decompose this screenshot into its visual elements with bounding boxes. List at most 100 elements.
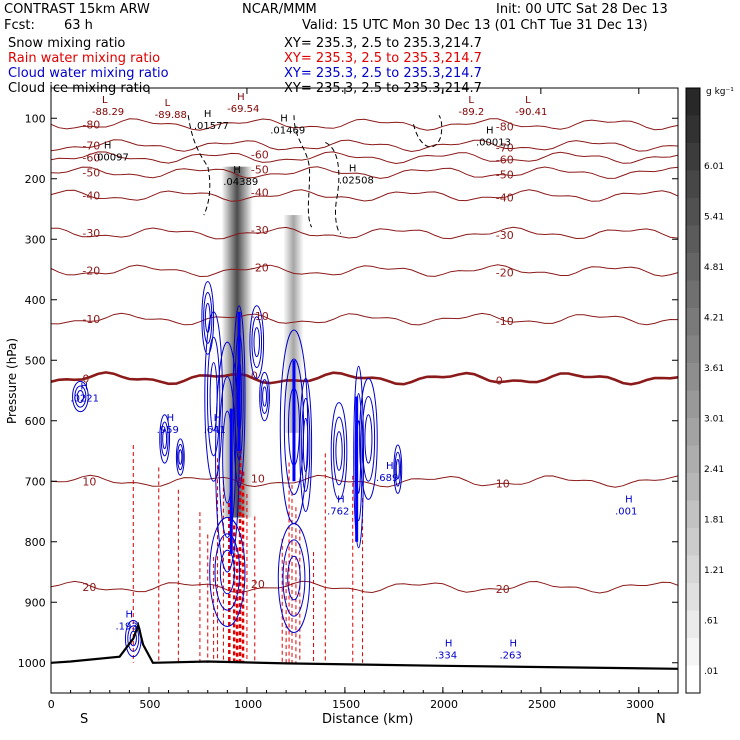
cloud-water-contour <box>209 517 246 627</box>
colorbar-unit: g kg⁻¹ <box>706 87 734 97</box>
colorbar-label: 2.41 <box>704 465 724 475</box>
extremum-marker: H <box>486 125 494 136</box>
cloud-water-contour <box>204 311 223 482</box>
colorbar-swatch <box>686 610 700 639</box>
colorbar-swatch <box>686 280 700 309</box>
extremum-value: .689 <box>376 473 398 484</box>
isotherm-label: -80 <box>496 120 514 133</box>
x-tick-label: 0 <box>48 698 55 711</box>
colorbar-swatch <box>686 500 700 529</box>
field-xy-rain: XY= 235.3, 2.5 to 235.3,214.7 <box>284 51 482 66</box>
extremum-marker: H <box>509 638 517 649</box>
colorbar-swatch <box>686 528 700 556</box>
cloud-water-contour <box>299 377 313 513</box>
isotherm-label: -10 <box>496 315 514 328</box>
colorbar-label: 4.21 <box>704 314 724 324</box>
extremum-value: .0221 <box>70 393 99 404</box>
extremum-marker: H <box>80 381 88 392</box>
cloud-water-contour <box>393 444 403 494</box>
extremum-marker: H <box>280 113 288 124</box>
field-name-cloud-water: Cloud water mixing ratio <box>8 66 169 81</box>
extremum-value: .00013 <box>476 137 511 148</box>
isotherm-label: -30 <box>82 227 100 240</box>
cloud-water-contour <box>364 414 373 464</box>
colorbar-swatch <box>686 555 700 584</box>
cloud-water-contour <box>394 451 402 487</box>
y-tick-label: 300 <box>25 233 46 246</box>
cloud-water-contour <box>219 549 235 595</box>
cloud-water-contour <box>206 336 221 457</box>
extremum-marker: L <box>525 95 531 106</box>
extremum-value: .762 <box>327 506 349 517</box>
forecast-label: Fcst: <box>4 18 35 33</box>
colorbar-swatch <box>686 390 700 419</box>
cloud-water-contour <box>215 341 240 573</box>
cloud-water-contour <box>159 414 171 464</box>
colorbar-swatch <box>686 363 700 391</box>
extremum-value: .04389 <box>223 177 258 188</box>
colorbar-label: 1.81 <box>704 516 724 526</box>
x-tick-label: 1500 <box>332 698 360 711</box>
field-xy-cloud-ice: XY= 235.3, 2.5 to 235.3,214.7 <box>284 81 482 96</box>
isotherm-label: 10 <box>82 475 96 488</box>
colorbar-swatch <box>686 638 700 666</box>
colorbar-label: 1.21 <box>704 566 724 576</box>
isotherm-label: -10 <box>251 310 269 323</box>
y-tick-label: 500 <box>25 354 46 367</box>
isotherm-label: 0 <box>82 372 89 385</box>
colorbar-label: .61 <box>704 617 718 627</box>
y-axis-label: Pressure (hPa) <box>5 337 19 425</box>
colorbar-label: 3.61 <box>704 364 724 374</box>
y-tick-label: 600 <box>25 415 46 428</box>
isotherm-line <box>50 312 679 326</box>
cloud-water-contour <box>277 523 311 633</box>
cloud-water-contour <box>335 431 343 471</box>
isotherm-label: -20 <box>496 267 514 280</box>
north-label: N <box>656 712 666 727</box>
shaded-column <box>283 215 304 433</box>
cloud-water-contour <box>203 291 213 344</box>
cloud-ice-contour <box>293 115 313 228</box>
colorbar-swatch <box>686 88 700 116</box>
extremum-marker: H <box>233 165 241 176</box>
y-tick-label: 900 <box>25 596 46 609</box>
extremum-marker: L <box>102 95 108 106</box>
colorbar-swatch <box>686 198 700 226</box>
cloud-water-contour <box>395 458 400 480</box>
field-name-rain: Rain water mixing ratio <box>8 51 161 66</box>
cloud-water-contour <box>260 379 269 414</box>
extremum-value: .959 <box>157 425 179 436</box>
extremum-marker: H <box>237 92 245 103</box>
extremum-value: .01469 <box>270 125 305 136</box>
isotherm-label: -10 <box>82 313 100 326</box>
isotherm-label: 20 <box>496 583 510 596</box>
isotherm-label: -30 <box>496 229 514 242</box>
cloud-water-contour <box>282 539 306 617</box>
colorbar-swatch <box>686 445 700 474</box>
cloud-water-contour <box>253 327 260 358</box>
isotherm-line <box>50 118 679 131</box>
org-label: NCAR/MMM <box>242 2 317 17</box>
cloud-water-contour <box>333 416 346 486</box>
extremum-value: .01577 <box>194 121 229 132</box>
cloud-water-contour <box>129 630 137 647</box>
field-xy-snow: XY= 235.3, 2.5 to 235.3,214.7 <box>284 36 482 51</box>
isotherm-line <box>50 226 679 240</box>
isotherm-label: 0 <box>496 374 503 387</box>
isotherm-label: -60 <box>82 152 100 165</box>
colorbar-label: 3.01 <box>704 415 724 425</box>
isotherm-label: 10 <box>496 477 510 490</box>
cloud-water-contour <box>177 443 184 471</box>
cloud-water-contour <box>72 380 89 413</box>
extremum-value: .641 <box>204 425 226 436</box>
colorbar-swatch <box>686 115 700 144</box>
colorbar-swatch <box>686 665 700 694</box>
isotherm-label: -70 <box>82 139 100 152</box>
terrain-line <box>50 621 679 670</box>
y-tick-label: 700 <box>25 475 46 488</box>
valid-time: Valid: 15 UTC Mon 30 Dec 13 (01 ChT Tue … <box>302 18 648 33</box>
extremum-marker: L <box>165 98 171 109</box>
isotherm-label: -70 <box>496 141 514 154</box>
extremum-value: -89.2 <box>458 107 484 118</box>
colorbar-swatch <box>686 418 700 446</box>
